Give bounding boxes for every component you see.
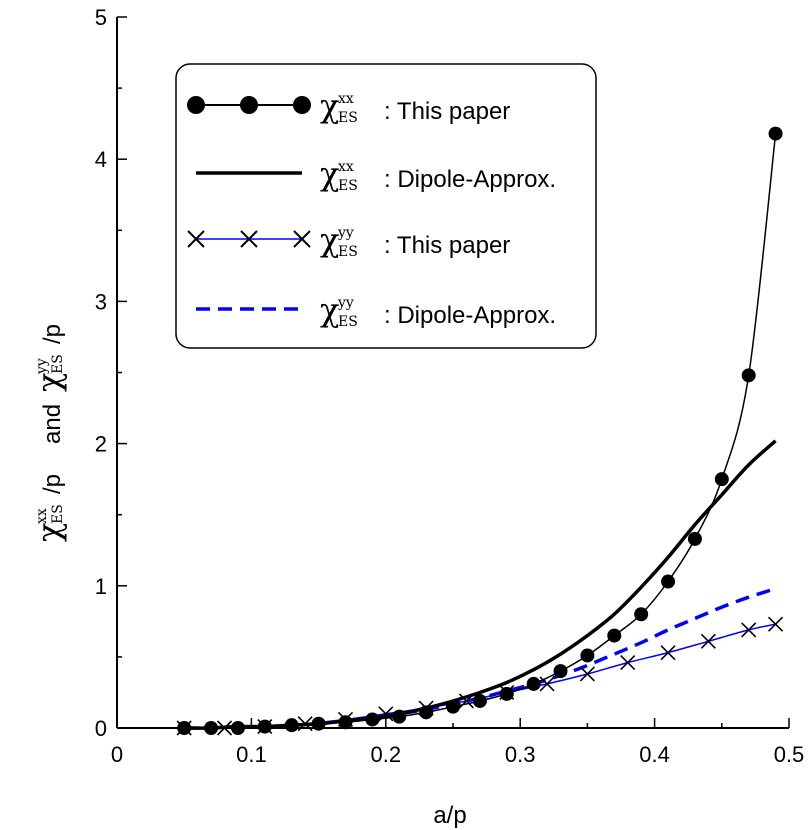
- y-axis-title: χ xx ES /p and χ yy ES /p: [30, 324, 68, 542]
- legend-marker-1a: [187, 96, 205, 114]
- series-1-point: [768, 126, 783, 141]
- legend: χ xx ES : This paper χ xx ES : Dipole-Ap…: [175, 63, 597, 349]
- series-1-point: [553, 664, 568, 679]
- series-1-point: [230, 721, 245, 735]
- legend-sup-1: xx: [338, 91, 354, 107]
- series-3: [176, 616, 784, 736]
- series-1-point: [472, 693, 487, 708]
- legend-box: [175, 63, 597, 349]
- x-tick-label: 0.4: [639, 742, 670, 767]
- legend-entry-1: χ xx ES : This paper: [187, 87, 510, 126]
- series-1-point: [607, 628, 622, 643]
- x-tick-label: 0: [111, 742, 123, 767]
- series-layer: [176, 126, 784, 736]
- y-tick-label: 4: [95, 147, 107, 172]
- legend-chi-4: χ: [320, 291, 339, 329]
- legend-label-3: : This paper: [384, 232, 510, 259]
- series-1-point: [204, 721, 219, 735]
- x-tick-label: 0.3: [505, 742, 536, 767]
- legend-sub-3: ES: [338, 244, 358, 260]
- y-tick-label: 3: [95, 289, 107, 314]
- series-1-point: [526, 676, 541, 691]
- legend-sup-3: yy: [337, 225, 354, 241]
- legend-label-4: : Dipole-Approx.: [384, 302, 556, 329]
- series-3-point: [700, 633, 716, 649]
- legend-marker-1c: [293, 96, 311, 114]
- series-3-point: [620, 655, 636, 671]
- series-1-point: [392, 709, 407, 724]
- y-tick-label: 5: [95, 5, 107, 30]
- series-2: [184, 439, 777, 730]
- series-1-point: [741, 368, 756, 383]
- x-axis-title: a/p: [433, 802, 466, 829]
- legend-entry-4: χ yy ES : Dipole-Approx.: [196, 291, 556, 330]
- series-1-point: [419, 705, 434, 720]
- series-3-point: [741, 622, 757, 638]
- y-axis-title-sub-1: ES: [50, 504, 66, 524]
- series-1-point: [284, 718, 299, 733]
- series-1-point: [687, 531, 702, 546]
- series-1-point: [661, 574, 676, 589]
- y-axis-title-sup-1: xx: [34, 508, 50, 524]
- y-axis-title-sup-2: yy: [34, 358, 50, 375]
- series-1-point: [634, 607, 649, 622]
- series-1-point: [257, 719, 272, 734]
- legend-chi-1: χ: [320, 87, 339, 125]
- legend-sub-1: ES: [338, 110, 358, 126]
- series-3-point: [767, 616, 784, 632]
- series-1-point: [580, 648, 595, 663]
- legend-chi-3: χ: [320, 221, 339, 259]
- y-axis-title-chi-2: χ: [30, 373, 68, 392]
- y-tick-label: 2: [95, 432, 107, 457]
- legend-label-2: : Dipole-Approx.: [384, 166, 556, 193]
- legend-entry-2: χ xx ES : Dipole-Approx.: [196, 155, 556, 194]
- y-axis-title-sub-2: ES: [50, 354, 66, 374]
- ticks: 0 0.1 0.2 0.3 0.4 0.5 0 1 2 3 4 5: [95, 5, 805, 767]
- y-axis-title-tail-1: /p: [39, 474, 66, 494]
- legend-entry-3: χ yy ES : This paper: [187, 221, 510, 260]
- series-3-point: [660, 645, 676, 661]
- legend-marker-3a: [187, 230, 205, 248]
- legend-sub-4: ES: [338, 314, 358, 330]
- series-1-point: [714, 472, 729, 487]
- y-axis-title-and: and: [39, 404, 66, 444]
- legend-chi-2: χ: [320, 155, 339, 193]
- legend-marker-1b: [240, 96, 258, 114]
- series-1-point: [365, 712, 380, 727]
- y-tick-label: 0: [95, 716, 107, 741]
- series-1-point: [499, 686, 514, 701]
- series-1: [177, 126, 783, 735]
- legend-label-1: : This paper: [384, 98, 510, 125]
- x-tick-label: 0.2: [371, 742, 402, 767]
- x-tick-label: 0.5: [774, 742, 805, 767]
- legend-marker-3b: [240, 230, 258, 248]
- series-3-point: [579, 666, 595, 682]
- legend-sup-4: yy: [337, 295, 354, 311]
- y-tick-label: 1: [95, 574, 107, 599]
- x-tick-label: 0.1: [236, 742, 267, 767]
- series-1-point: [338, 715, 353, 730]
- legend-sub-2: ES: [338, 178, 358, 194]
- series-3-line: [184, 623, 776, 729]
- legend-marker-3c: [293, 230, 311, 248]
- series-1-point: [446, 699, 460, 714]
- legend-sup-2: xx: [338, 159, 354, 175]
- series-2-line: [184, 439, 777, 730]
- series-1-point: [311, 716, 326, 731]
- series-1-point: [177, 721, 192, 735]
- y-axis-title-tail-2: /p: [39, 324, 66, 344]
- y-axis-title-chi-1: χ: [30, 523, 68, 542]
- series-3-point: [539, 676, 555, 692]
